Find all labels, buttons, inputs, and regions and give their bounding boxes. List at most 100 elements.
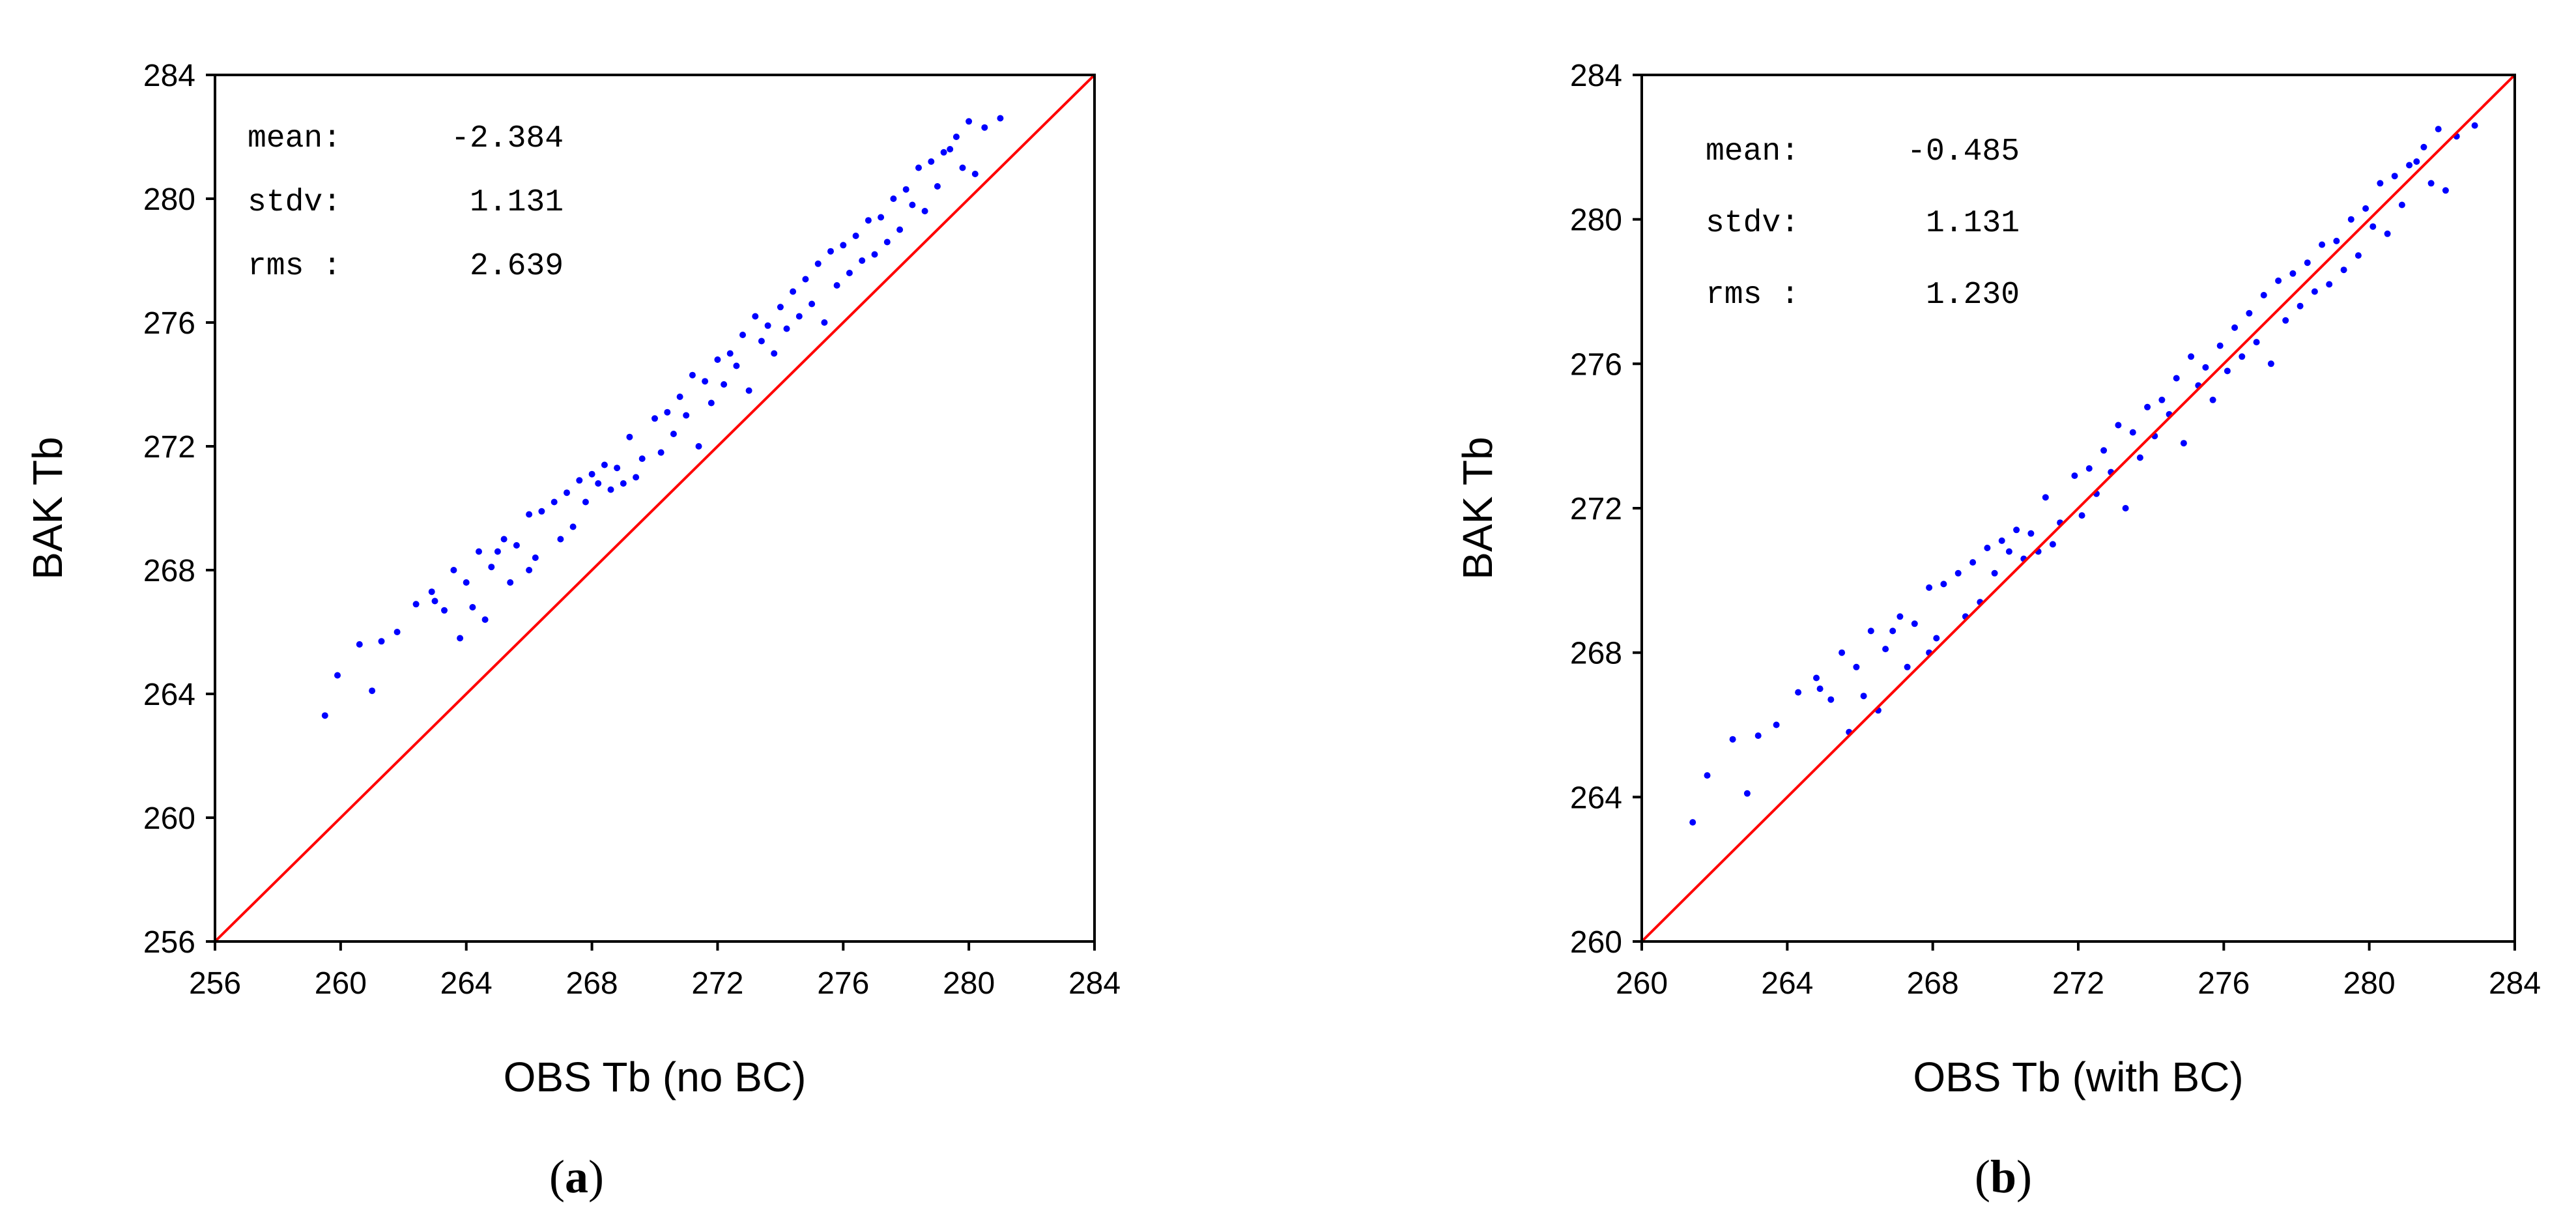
panel-a-point bbox=[601, 461, 608, 468]
panel-b-y-ticks: 260 264 268 272 276 280 284 bbox=[1570, 59, 1642, 960]
panel-a-y-axis-label: BAK Tb bbox=[24, 437, 71, 579]
panel-a-point bbox=[378, 638, 385, 645]
panel-a-point bbox=[481, 616, 489, 623]
panel-a-y-tick-label: 256 bbox=[143, 925, 195, 960]
panel-b-y-tick-label: 272 bbox=[1570, 492, 1622, 526]
panel-a-point bbox=[532, 554, 539, 561]
panel-b-point bbox=[2144, 403, 2151, 410]
panel-b-point bbox=[1991, 569, 1998, 577]
panel-a-point bbox=[626, 433, 633, 440]
panel-a-point bbox=[676, 394, 683, 400]
panel-a-point bbox=[846, 270, 853, 276]
panel-b-point bbox=[2253, 339, 2260, 346]
panel-a-stat-stdv-label: stdv: bbox=[248, 185, 341, 220]
panel-b-point bbox=[2136, 454, 2143, 461]
panel-b-point bbox=[2319, 241, 2326, 248]
panel-a-point bbox=[947, 146, 954, 152]
panel-a-point bbox=[595, 480, 602, 487]
panel-a-point bbox=[902, 186, 909, 193]
panel-a-point bbox=[952, 134, 960, 140]
panel-b-point bbox=[1896, 613, 1904, 620]
panel-b-point bbox=[2354, 252, 2362, 259]
panel-b-point bbox=[2267, 360, 2274, 367]
panel-a-point bbox=[513, 542, 520, 549]
panel-a-point bbox=[790, 288, 797, 295]
panel-b-stat-mean-label: mean: bbox=[1706, 134, 1799, 169]
panel-b-point bbox=[2384, 230, 2391, 237]
panel-b-point bbox=[1813, 674, 1820, 682]
panel-b-x-ticks: 260 264 268 272 276 280 284 bbox=[1616, 941, 2541, 1001]
panel-a-point bbox=[783, 325, 790, 332]
panel-a-caption-label: (a) bbox=[549, 1151, 604, 1203]
panel-b-point bbox=[2398, 201, 2405, 208]
panel-b-y-tick-label: 260 bbox=[1570, 925, 1622, 960]
panel-a-point bbox=[651, 415, 658, 422]
panel-b-caption-letter: b bbox=[1990, 1151, 2016, 1203]
panel-b-point bbox=[2347, 216, 2354, 223]
panel-b-point bbox=[1795, 689, 1802, 696]
panel-b-point bbox=[2260, 292, 2267, 298]
panel-a-point bbox=[752, 313, 759, 320]
panel-a-point bbox=[538, 508, 545, 515]
panel-a-point bbox=[764, 322, 771, 329]
panel-a-point bbox=[758, 338, 765, 345]
panel-b-y-axis-label: BAK Tb bbox=[1454, 437, 1501, 579]
panel-b-point bbox=[2224, 367, 2231, 375]
panel-b-point bbox=[2100, 447, 2108, 454]
panel-a-point bbox=[966, 118, 973, 125]
panel-b-point bbox=[1773, 721, 1780, 728]
panel-a-x-tick-label: 264 bbox=[440, 966, 493, 1001]
panel-a-point bbox=[457, 635, 464, 642]
panel-b-point bbox=[1911, 620, 1918, 627]
panel-a-point bbox=[428, 588, 435, 596]
panel-a-point bbox=[441, 607, 448, 614]
panel-a-y-tick-label: 260 bbox=[143, 801, 195, 836]
panel-b-x-tick-label: 268 bbox=[1907, 966, 1959, 1001]
panel-a-point bbox=[802, 276, 809, 283]
panel-b-point bbox=[2246, 309, 2253, 317]
panel-a-point bbox=[809, 300, 816, 308]
panel-b-point bbox=[2406, 162, 2413, 169]
panel-b-point bbox=[1839, 649, 1846, 656]
panel-a-stat-rms-label: rms : bbox=[248, 249, 341, 284]
panel-b-point bbox=[2362, 205, 2369, 212]
panel-a-point bbox=[670, 431, 677, 437]
panel-a-point bbox=[821, 319, 828, 326]
panel-a-stat-mean-value: -2.384 bbox=[451, 121, 564, 156]
panel-b-point bbox=[1867, 627, 1874, 635]
panel-a-x-axis-label: OBS Tb (no BC) bbox=[504, 1054, 807, 1100]
panel-a-point bbox=[739, 332, 746, 338]
panel-a: 256 260 264 268 272 276 280 284 256 260 264 268 272… bbox=[24, 59, 1121, 1203]
panel-a-point bbox=[833, 282, 840, 289]
panel-a-point bbox=[356, 641, 363, 648]
panel-b-x-tick-label: 272 bbox=[2052, 966, 2104, 1001]
panel-a-point bbox=[488, 564, 495, 571]
panel-a-point bbox=[369, 687, 376, 695]
panel-a-point bbox=[934, 183, 941, 190]
panel-b-stat-rms-value: 1.230 bbox=[1926, 278, 2020, 313]
panel-a-point bbox=[450, 567, 457, 573]
panel-b-point bbox=[2239, 353, 2246, 360]
panel-a-point bbox=[321, 712, 328, 719]
panel-a-point bbox=[394, 629, 401, 635]
panel-a-point bbox=[607, 486, 614, 493]
panel-b-point bbox=[2311, 288, 2318, 295]
panel-a-point bbox=[878, 214, 885, 221]
panel-b-point bbox=[2471, 122, 2478, 129]
panel-b-point bbox=[2158, 396, 2166, 403]
panel-a-caption-letter: a bbox=[565, 1151, 588, 1203]
panel-a-point bbox=[827, 248, 834, 255]
panel-a-x-tick-label: 268 bbox=[566, 966, 618, 1001]
panel-b-point bbox=[2377, 180, 2384, 187]
panel-b-point bbox=[2297, 302, 2304, 309]
panel-b-point bbox=[1926, 584, 1933, 591]
panel-b-point bbox=[2129, 429, 2136, 436]
panel-b-point bbox=[1743, 790, 1751, 797]
panel-b-x-tick-label: 284 bbox=[2489, 966, 2541, 1001]
panel-a-point bbox=[431, 597, 438, 605]
panel-a-point bbox=[569, 523, 577, 530]
panel-a-point bbox=[633, 474, 640, 481]
panel-b-caption-label: (b) bbox=[1975, 1151, 2032, 1203]
panel-a-point bbox=[859, 257, 866, 264]
panel-a-stats: mean: -2.384 stdv: 1.131 rms : 2.639 bbox=[248, 121, 564, 284]
